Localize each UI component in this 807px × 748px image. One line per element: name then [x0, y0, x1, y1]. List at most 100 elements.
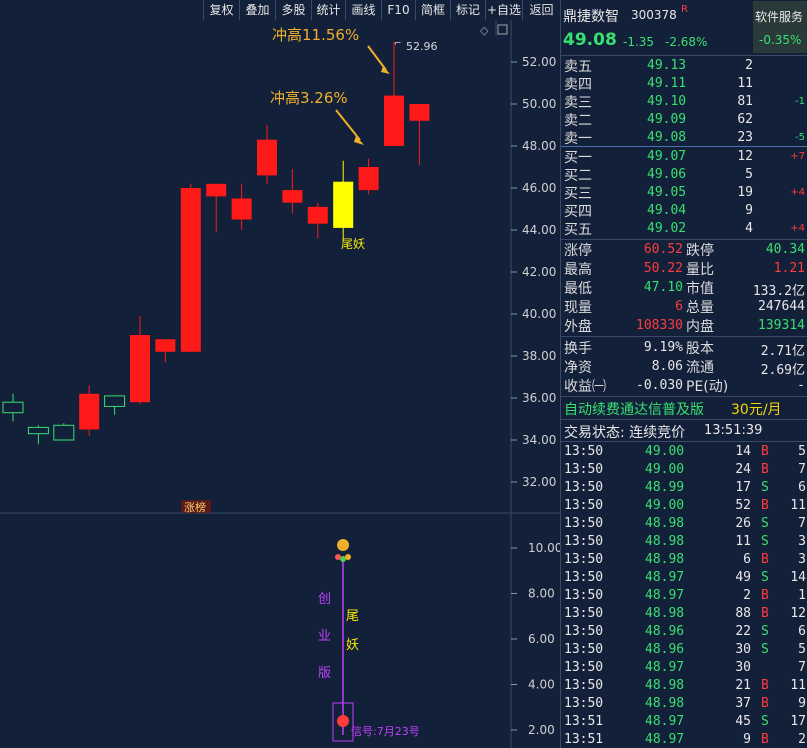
tick-count: 2 — [798, 732, 806, 747]
asks-price[interactable]: 49.13 — [647, 58, 687, 73]
annotation-high1: 冲高11.56% — [272, 26, 359, 44]
peak-label: 52.96 — [406, 40, 438, 53]
candle-body — [307, 206, 328, 224]
tick-volume: 22 — [735, 624, 751, 639]
tick-side: B — [761, 498, 769, 513]
stat-label: 市值 — [686, 281, 714, 297]
stat-label: 净资 — [564, 360, 592, 376]
candle-body — [2, 401, 24, 414]
tick-time: 13:50 — [564, 498, 604, 513]
sector-box[interactable] — [753, 1, 807, 53]
sub-text-left-0: 创 — [318, 592, 331, 607]
sub-tick-label: 2.00 — [528, 723, 555, 737]
toolbar-button-6[interactable]: 简框 — [415, 0, 450, 20]
tick-count: 6 — [798, 480, 806, 495]
stat-value: 9.19% — [643, 340, 683, 355]
toolbar-button-7[interactable]: 标记 — [450, 0, 485, 20]
kline-chart[interactable]: 52.00 50.00 48.00 46.00 44.00 42.00 40.00 38.00… — [0, 0, 560, 748]
stat-value: 50.22 — [643, 261, 683, 276]
tick-price: 48.96 — [645, 624, 685, 639]
tick-count: 3 — [798, 534, 806, 549]
promo-text[interactable]: 自动续费通达信普及版 — [564, 402, 704, 418]
sub-text-left-1: 业 — [318, 629, 331, 644]
toolbar-button-1[interactable]: 叠加 — [239, 0, 275, 20]
asks-price[interactable]: 49.08 — [647, 130, 687, 145]
candle-body — [333, 181, 354, 228]
tick-volume: 11 — [735, 534, 751, 549]
stat-value: 108330 — [636, 318, 683, 333]
toolbar-button-9[interactable]: 返回 — [522, 0, 560, 20]
price-change-pct: -2.68% — [665, 35, 708, 49]
stat-value: 247644 — [758, 299, 805, 314]
promo-price[interactable]: 30元/月 — [731, 402, 782, 418]
peak-marker-icon: ⌐ — [394, 39, 402, 49]
toolbar-button-0[interactable]: 复权 — [203, 0, 239, 20]
tick-volume: 17 — [735, 480, 751, 495]
candle-body — [53, 424, 75, 441]
tick-count: 14 — [790, 570, 806, 585]
toolbar-button-3[interactable]: 统计 — [311, 0, 345, 20]
asks-change: -1 — [795, 96, 805, 107]
tick-volume: 45 — [735, 714, 751, 729]
tick-time: 13:50 — [564, 552, 604, 567]
tick-count: 7 — [798, 516, 806, 531]
tick-count: 1 — [798, 588, 806, 603]
bids-price[interactable]: 49.04 — [647, 203, 687, 218]
tick-time: 13:50 — [564, 516, 604, 531]
tick-volume: 2 — [743, 588, 751, 603]
candle-body — [79, 393, 100, 430]
tick-time: 13:50 — [564, 660, 604, 675]
asks-price[interactable]: 49.10 — [647, 94, 687, 109]
tick-price: 48.99 — [645, 480, 685, 495]
tick-time: 13:50 — [564, 444, 604, 459]
tick-volume: 9 — [743, 732, 751, 747]
tick-count: 3 — [798, 552, 806, 567]
candle-body — [206, 183, 227, 197]
asks-label: 卖三 — [564, 95, 592, 111]
bids-price[interactable]: 49.06 — [647, 167, 687, 182]
price-tick-label: 46.00 — [522, 181, 556, 195]
candle-body — [282, 190, 303, 203]
tick-price: 48.98 — [645, 534, 685, 549]
price-tick-label: 36.00 — [522, 391, 556, 405]
signal-label: 信号:7月23号 — [351, 725, 420, 738]
stat-label: 现量 — [564, 300, 592, 316]
toolbar-button-8[interactable]: +自选 — [485, 0, 522, 20]
toolbar-button-2[interactable]: 多股 — [275, 0, 311, 20]
tick-volume: 30 — [735, 642, 751, 657]
candle-body — [155, 339, 176, 352]
asks-price[interactable]: 49.11 — [647, 76, 687, 91]
toolbar-button-5[interactable]: F10 — [381, 0, 415, 20]
tick-side: S — [761, 642, 769, 657]
tick-price: 49.00 — [645, 462, 685, 477]
price-tick-label: 40.00 — [522, 307, 556, 321]
bids-price[interactable]: 49.02 — [647, 221, 687, 236]
price-tick-label: 42.00 — [522, 265, 556, 279]
sector-name: 软件服务 — [755, 10, 804, 24]
bids-price[interactable]: 49.05 — [647, 185, 687, 200]
tick-time: 13:50 — [564, 534, 604, 549]
asks-volume: 11 — [737, 76, 753, 91]
stat-label: 外盘 — [564, 319, 592, 335]
tick-time: 13:50 — [564, 480, 604, 495]
tick-side: S — [761, 714, 769, 729]
bids-price[interactable]: 49.07 — [647, 149, 687, 164]
stat-value: 8.06 — [651, 359, 683, 374]
stat-label: 跌停 — [686, 243, 714, 259]
bids-label: 买三 — [564, 186, 592, 202]
asks-label: 卖四 — [564, 77, 592, 93]
diamond-icon[interactable]: ◇ — [480, 24, 489, 37]
tick-price: 48.97 — [645, 570, 685, 585]
stat-value: 60.52 — [643, 242, 683, 257]
stat-value: 6 — [675, 299, 683, 314]
asks-price[interactable]: 49.09 — [647, 112, 687, 127]
bids-change: +7 — [790, 151, 805, 162]
tick-count: 5 — [798, 642, 806, 657]
sub-text-right-0: 尾 — [346, 609, 359, 624]
trade-time: 13:51:39 — [704, 423, 763, 438]
tick-time: 13:50 — [564, 606, 604, 621]
window-icon[interactable] — [497, 24, 508, 35]
toolbar-button-4[interactable]: 画线 — [345, 0, 381, 20]
annotation-high2: 冲高3.26% — [270, 89, 348, 107]
sub-text-right-1: 妖 — [346, 638, 359, 653]
